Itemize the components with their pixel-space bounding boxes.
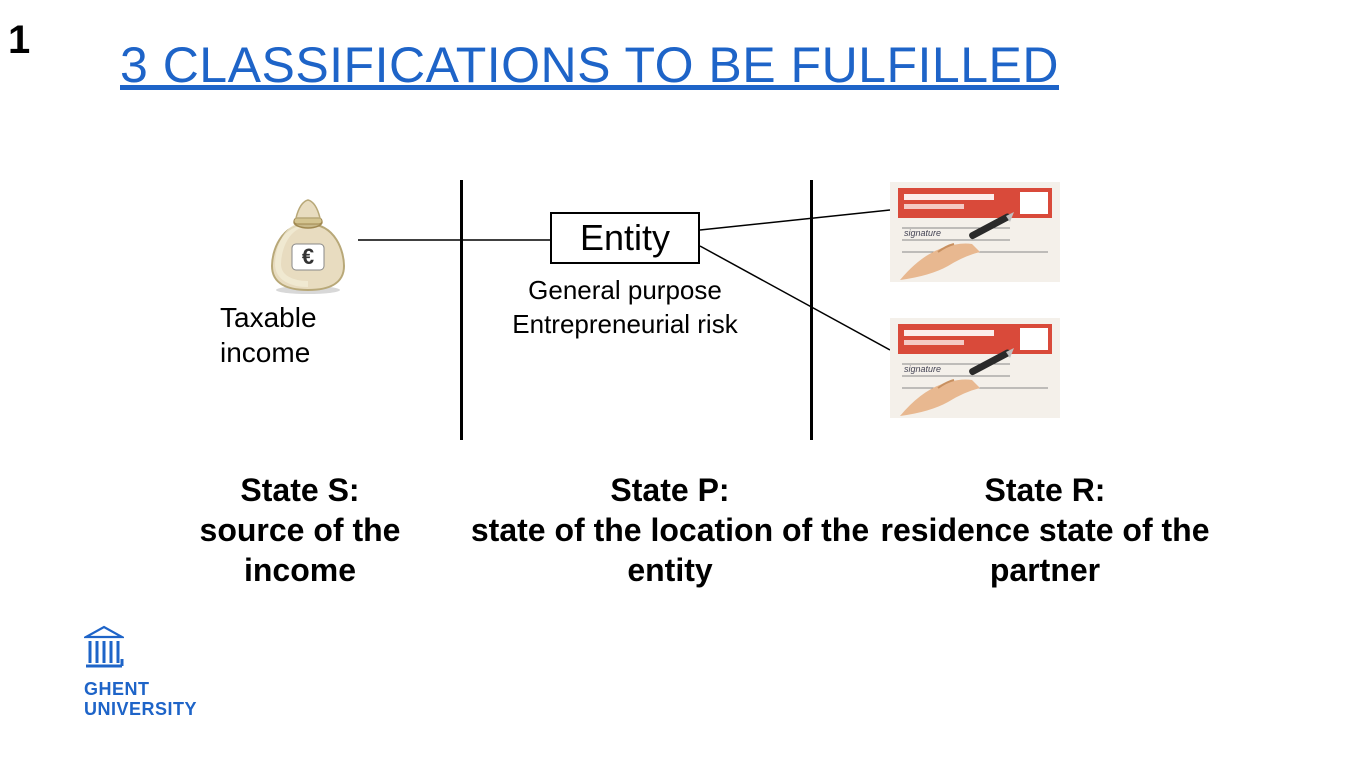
logo-line1: GHENT	[84, 680, 214, 700]
tax-form-icon-2: signature	[890, 318, 1060, 418]
slide-title: 3 CLASSIFICATIONS TO BE FULFILLED	[120, 36, 1059, 94]
entity-subtitle: General purpose Entrepreneurial risk	[500, 274, 750, 342]
state-s-desc: source of the income	[150, 510, 450, 590]
state-r-title: State R:	[880, 470, 1210, 510]
state-s-title: State S:	[150, 470, 450, 510]
state-p-desc: state of the location of the entity	[470, 510, 870, 590]
slide-number: 1	[8, 18, 30, 63]
logo-line2: UNIVERSITY	[84, 700, 214, 720]
entity-box: Entity	[550, 212, 700, 264]
divider-1	[460, 180, 463, 440]
svg-text:signature: signature	[904, 364, 941, 374]
divider-2	[810, 180, 813, 440]
state-p: State P: state of the location of the en…	[470, 470, 870, 590]
taxable-income-label: Taxable income	[220, 300, 400, 370]
state-r-desc: residence state of the partner	[880, 510, 1210, 590]
money-bag-icon: €	[258, 194, 358, 294]
state-s: State S: source of the income	[150, 470, 450, 590]
classification-diagram: € Taxable income Entity General purpose …	[170, 180, 1180, 440]
svg-text:€: €	[302, 244, 314, 269]
state-r: State R: residence state of the partner	[880, 470, 1210, 590]
tax-form-icon-1: signature	[890, 182, 1060, 282]
svg-text:signature: signature	[904, 228, 941, 238]
state-p-title: State P:	[470, 470, 870, 510]
ghent-university-logo: GHENT UNIVERSITY	[84, 625, 214, 720]
states-row: State S: source of the income State P: s…	[140, 470, 1240, 590]
